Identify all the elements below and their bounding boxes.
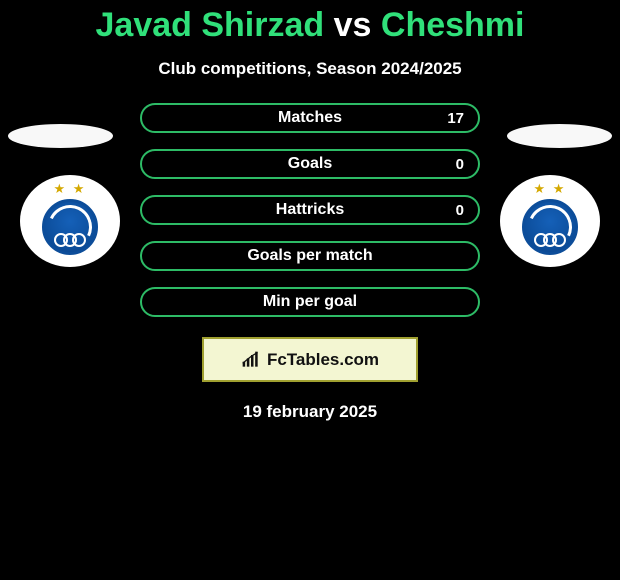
- stat-label: Goals: [288, 155, 332, 173]
- stat-row-matches: Matches 17: [140, 103, 480, 133]
- vs-text: vs: [334, 6, 372, 44]
- player1-placeholder-oval: [8, 124, 113, 148]
- stat-row-hattricks: Hattricks 0: [140, 195, 480, 225]
- subtitle-text: Club competitions, Season 2024/2025: [0, 59, 620, 79]
- stat-label: Hattricks: [276, 201, 344, 219]
- club-badge-icon: [40, 197, 100, 257]
- stat-label: Min per goal: [263, 293, 357, 311]
- stat-value-right: 0: [456, 156, 464, 173]
- brand-text: FcTables.com: [267, 350, 379, 370]
- stat-value-right: 17: [447, 110, 464, 127]
- comparison-title: Javad Shirzad vs Cheshmi: [0, 6, 620, 45]
- bar-chart-icon: [241, 351, 261, 369]
- date-text: 19 february 2025: [0, 402, 620, 422]
- player2-placeholder-oval: [507, 124, 612, 148]
- player2-club-badge: [500, 175, 600, 267]
- stats-table: Matches 17 Goals 0 Hattricks 0 Goals per…: [140, 103, 480, 317]
- stat-row-min-per-goal: Min per goal: [140, 287, 480, 317]
- stat-label: Goals per match: [247, 247, 372, 265]
- stat-row-goals: Goals 0: [140, 149, 480, 179]
- brand-box: FcTables.com: [202, 337, 418, 382]
- player2-name: Cheshmi: [381, 6, 525, 44]
- player1-name: Javad Shirzad: [96, 6, 325, 44]
- stat-label: Matches: [278, 109, 342, 127]
- stat-value-right: 0: [456, 202, 464, 219]
- club-badge-icon: [520, 197, 580, 257]
- stat-row-goals-per-match: Goals per match: [140, 241, 480, 271]
- player1-club-badge: [20, 175, 120, 267]
